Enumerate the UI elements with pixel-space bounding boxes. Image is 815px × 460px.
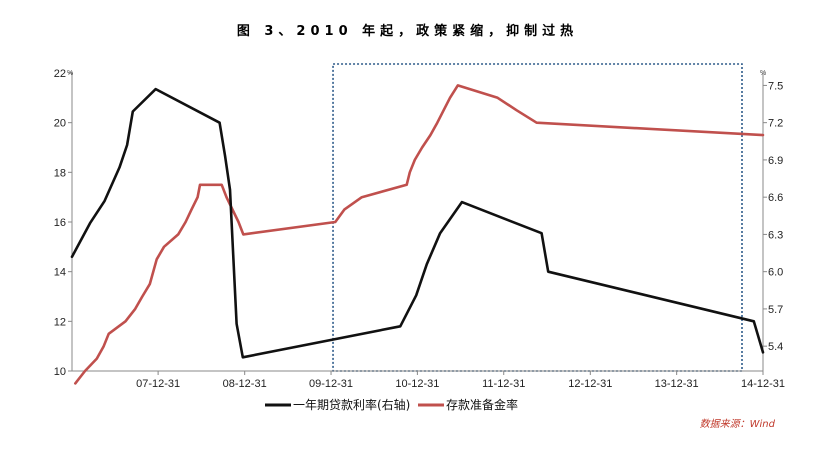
x-tick-label: 14-12-31	[741, 378, 785, 390]
left-tick-label: 16	[54, 217, 66, 229]
left-tick-label: 12	[54, 316, 66, 328]
left-tick-label: 14	[54, 267, 66, 279]
series-line-reserve-ratio	[74, 84, 765, 385]
legend: 一年期贷款利率(右轴) 存款准备金率	[265, 397, 518, 412]
right-tick-label: 5.4	[768, 341, 783, 353]
x-tick-label: 11-12-31	[482, 378, 525, 390]
right-axis-unit: %	[760, 70, 766, 77]
left-tick-label: 18	[54, 167, 66, 179]
right-tick-label: 6.3	[768, 229, 783, 241]
series-layer	[70, 84, 765, 385]
x-tick-label: 07-12-31	[136, 378, 180, 390]
left-tick-label: 22	[54, 68, 66, 80]
x-tick-label: 09-12-31	[309, 378, 353, 390]
right-tick-label: 6.6	[768, 192, 783, 204]
right-tick-label: 7.5	[768, 80, 783, 92]
series-line-loan-rate	[70, 87, 765, 359]
right-tick-label: 6.0	[768, 267, 783, 279]
legend-item-reserve-ratio-label: 存款准备金率	[446, 397, 518, 412]
axes-layer: 10 12 14 16 18 20 22 % 5.4 5.7 6.0 6.3 6.6 6.9 7.2 7.5%…	[54, 68, 785, 390]
right-tick-label: 5.7	[768, 304, 783, 316]
x-tick-label: 13-12-31	[655, 378, 699, 390]
source-note: 数据来源：Wind	[700, 418, 776, 430]
legend-item-loan-rate-label: 一年期贷款利率(右轴)	[293, 397, 410, 412]
right-tick-label: 6.9	[768, 155, 783, 167]
x-tick-label: 10-12-31	[395, 378, 439, 390]
right-tick-label: 7.2	[768, 118, 783, 130]
left-tick-label: 10	[54, 366, 66, 378]
highlight-box	[332, 63, 743, 372]
x-tick-label: 12-12-31	[568, 378, 612, 390]
left-tick-label: 20	[54, 118, 66, 130]
chart-title: 图 3、2010 年起，政策紧缩，抑制过热	[236, 24, 579, 39]
x-tick-label: 08-12-31	[223, 378, 267, 390]
left-axis-unit: %	[67, 70, 73, 77]
highlight-layer	[332, 63, 743, 372]
